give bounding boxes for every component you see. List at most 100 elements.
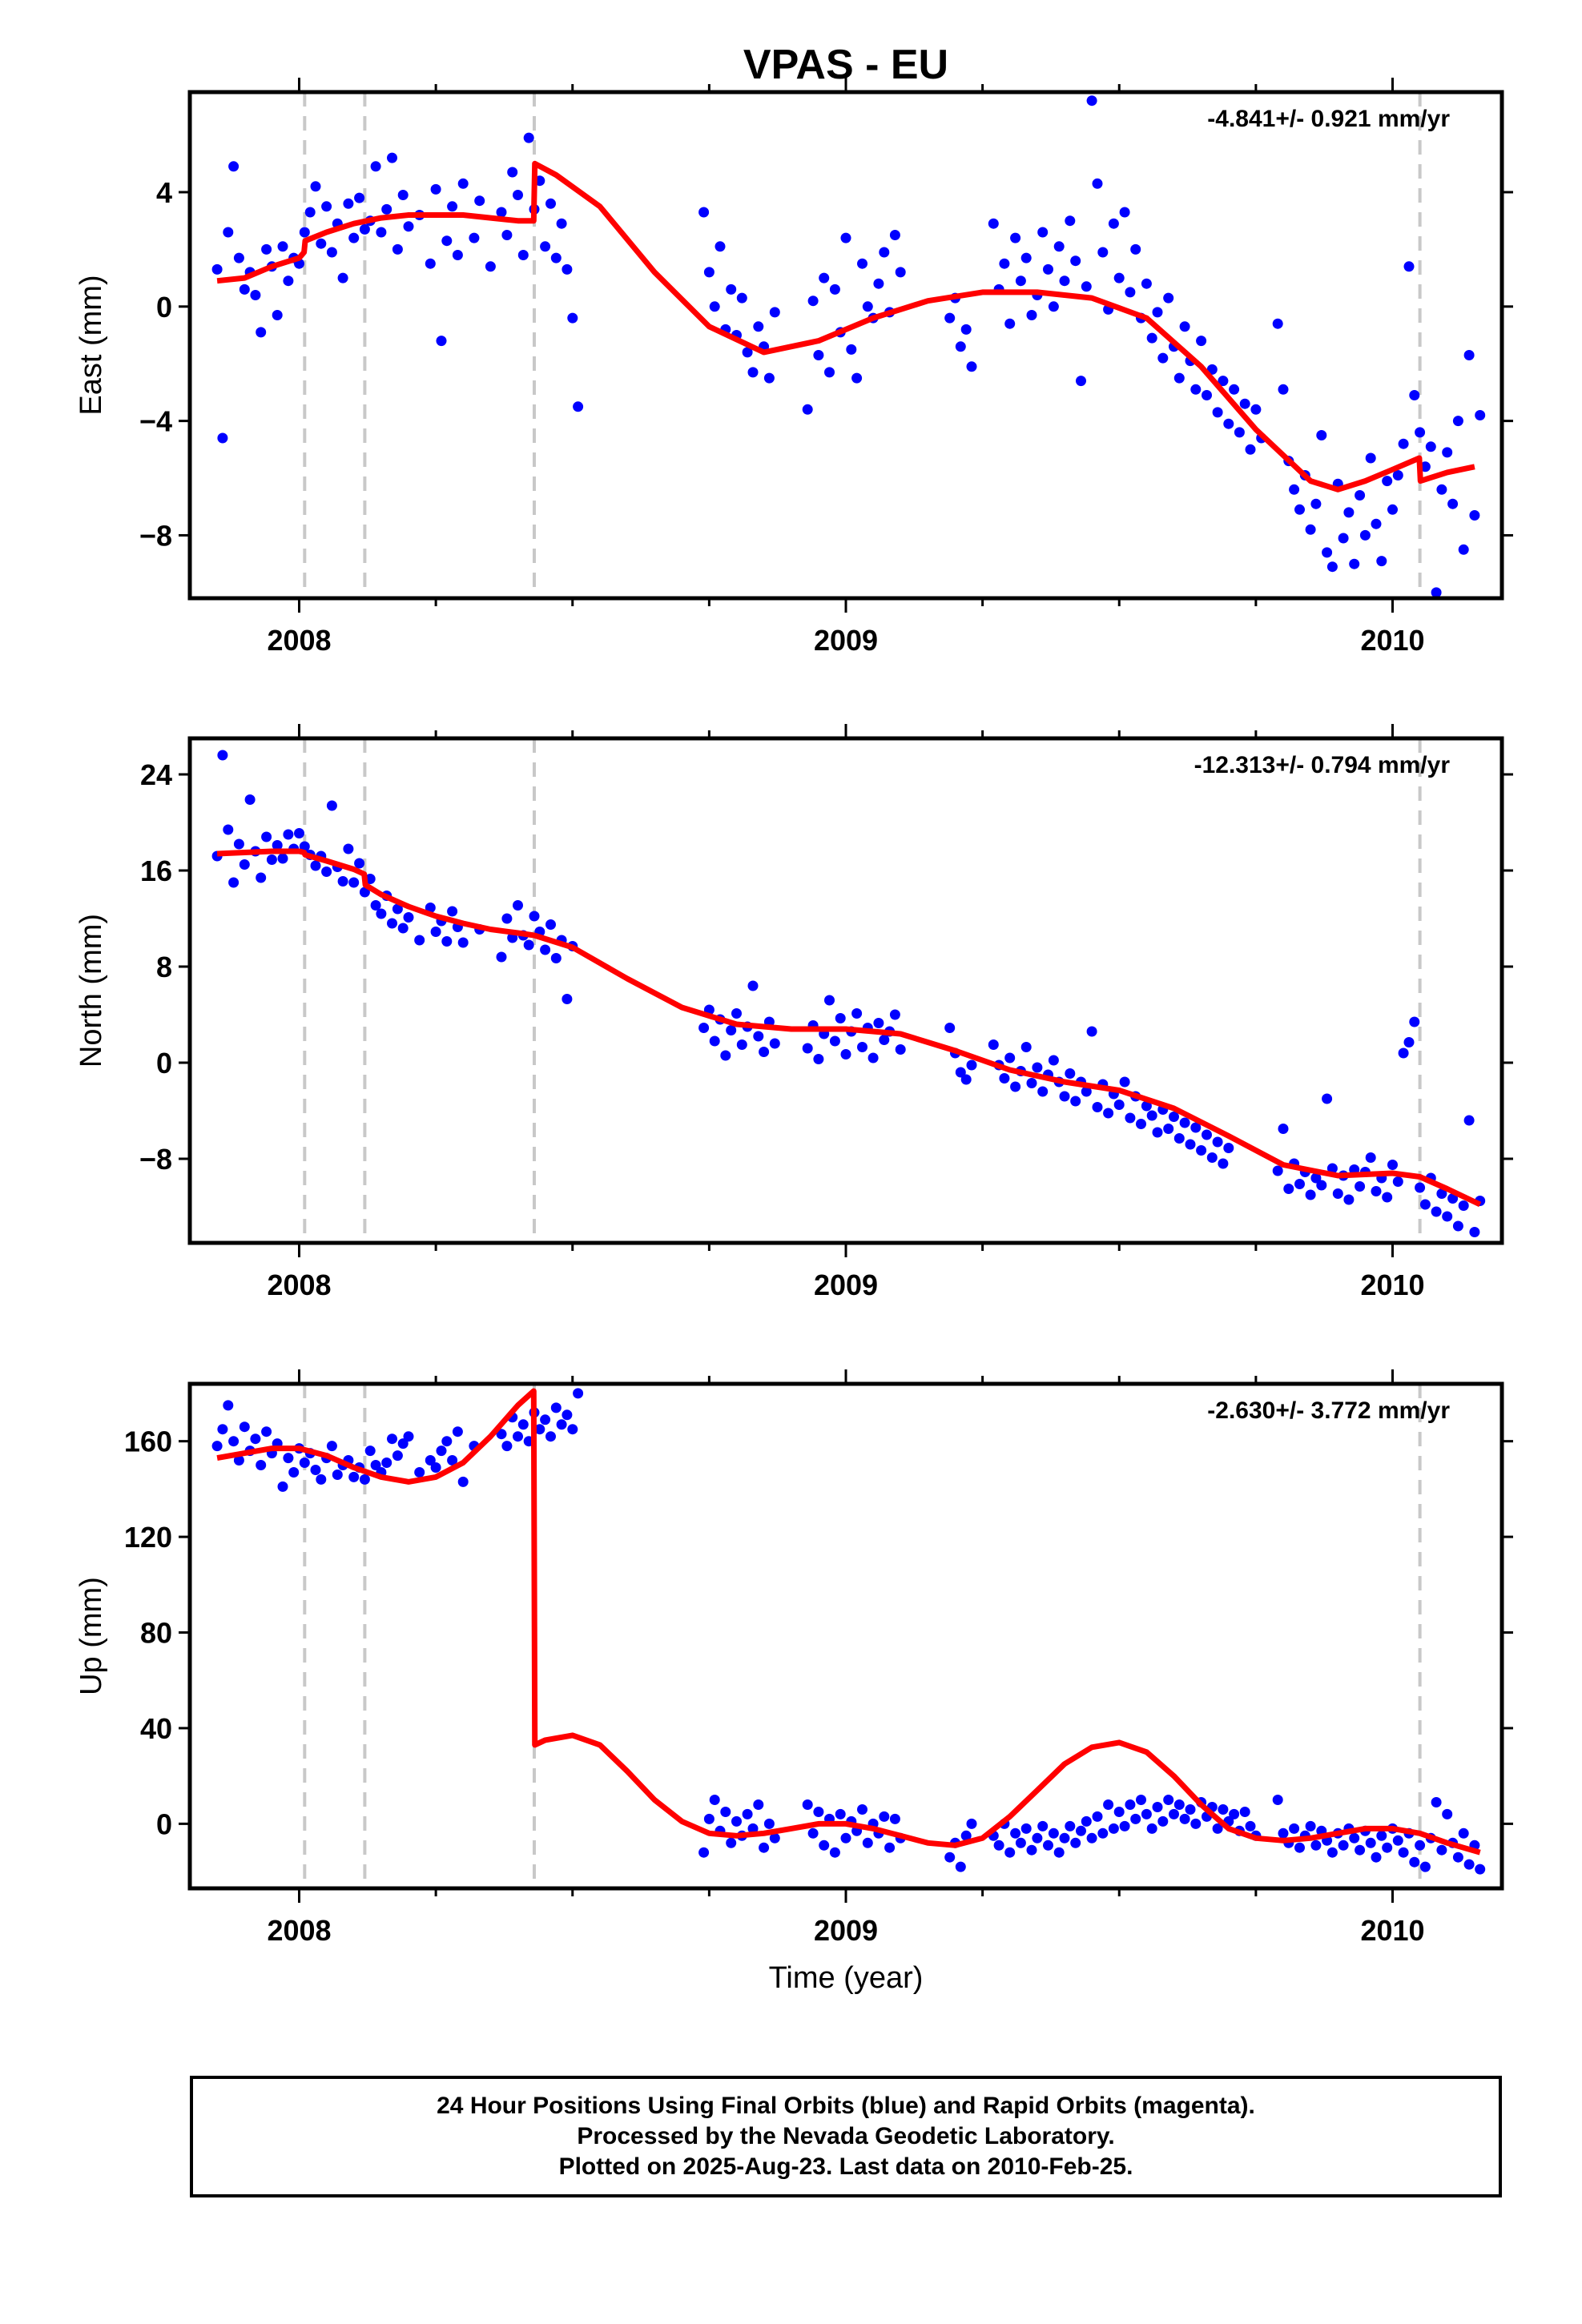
data-point [326,247,337,258]
data-point [879,1811,890,1822]
data-point [1447,1193,1459,1204]
data-point [829,283,840,295]
data-point [370,900,381,911]
data-point [1010,1081,1021,1092]
data-point [1398,1847,1409,1858]
data-point [753,321,764,332]
data-point [534,1424,545,1435]
data-point [1436,1844,1447,1856]
data-point [1043,263,1053,275]
data-point [835,1808,846,1819]
data-point [501,230,513,240]
data-point [228,1436,240,1447]
data-point [1419,1199,1431,1210]
y-tick-label: 16 [140,854,172,887]
data-point [1239,398,1250,409]
data-point [1169,1112,1179,1122]
data-point [1355,1181,1366,1192]
data-point [211,1441,223,1452]
data-point [731,1815,742,1827]
data-point [337,272,348,283]
x-axis-label: Time (year) [769,1961,924,1995]
data-point [1447,498,1459,509]
data-point [228,877,240,888]
data-point [1349,558,1360,569]
data-point [807,1827,819,1839]
data-point [354,192,365,203]
data-point [430,927,441,937]
x-tick-label: 2008 [267,1269,331,1301]
data-point [430,1462,441,1473]
data-point [1086,1832,1097,1844]
data-point [1419,461,1431,472]
data-point [807,296,819,307]
data-point [1130,1813,1141,1824]
data-point [436,1445,447,1457]
data-point [239,859,250,870]
y-tick-label: −4 [139,405,172,438]
data-point [840,1049,851,1059]
data-point [884,1842,896,1853]
data-point [955,341,966,352]
x-tick-label: 2009 [814,1914,878,1947]
data-point [545,1431,556,1442]
data-point [889,1009,900,1020]
data-point [392,903,403,915]
data-point [1146,332,1157,344]
data-point [851,372,863,384]
data-point [359,223,370,235]
data-point [1081,1815,1092,1827]
data-point [1452,416,1463,427]
data-point [988,1039,999,1050]
data-point [321,866,332,877]
data-point [747,1823,759,1834]
data-point [1152,1802,1163,1812]
data-point [223,1400,234,1411]
data-point [550,252,562,263]
data-point [272,310,283,320]
data-point [550,1402,562,1413]
data-point [1026,1844,1037,1856]
x-tick-label: 2010 [1360,1269,1424,1301]
data-point [1382,476,1393,487]
data-point [1130,243,1141,255]
data-point [1415,1839,1426,1851]
data-point [1310,498,1322,509]
data-point [1032,1832,1043,1844]
data-point [873,1018,884,1028]
data-point [720,1807,731,1817]
footer-line-1: 24 Hour Positions Using Final Orbits (bl… [437,2093,1255,2119]
data-point [1185,1139,1196,1150]
data-point [1020,1823,1032,1834]
data-point [1218,1158,1229,1169]
data-point [873,278,884,289]
data-point [1152,1127,1163,1138]
data-point [316,1474,327,1485]
data-point [540,944,551,955]
x-tick-label: 2008 [267,624,331,657]
y-tick-label: 40 [140,1712,172,1745]
data-point [709,1795,720,1805]
data-point [1278,384,1289,395]
data-point [726,283,737,295]
model-fit-line [216,160,1475,493]
data-point [266,854,277,865]
y-tick-label: 0 [156,291,172,324]
data-point [348,1471,360,1482]
data-point [1108,1823,1119,1834]
model-fit-line [216,1388,1481,1856]
data-point [1059,1091,1070,1102]
data-point [414,935,425,946]
data-point [316,238,327,249]
data-point [337,876,348,887]
data-point [1403,261,1415,272]
data-point [573,1388,584,1399]
data-point [1316,430,1327,440]
data-point [250,290,261,300]
data-point [1196,1145,1207,1156]
data-point [747,367,759,378]
data-point [889,1813,900,1824]
data-point [703,1813,715,1824]
data-point [1119,207,1130,218]
data-point [742,347,753,358]
